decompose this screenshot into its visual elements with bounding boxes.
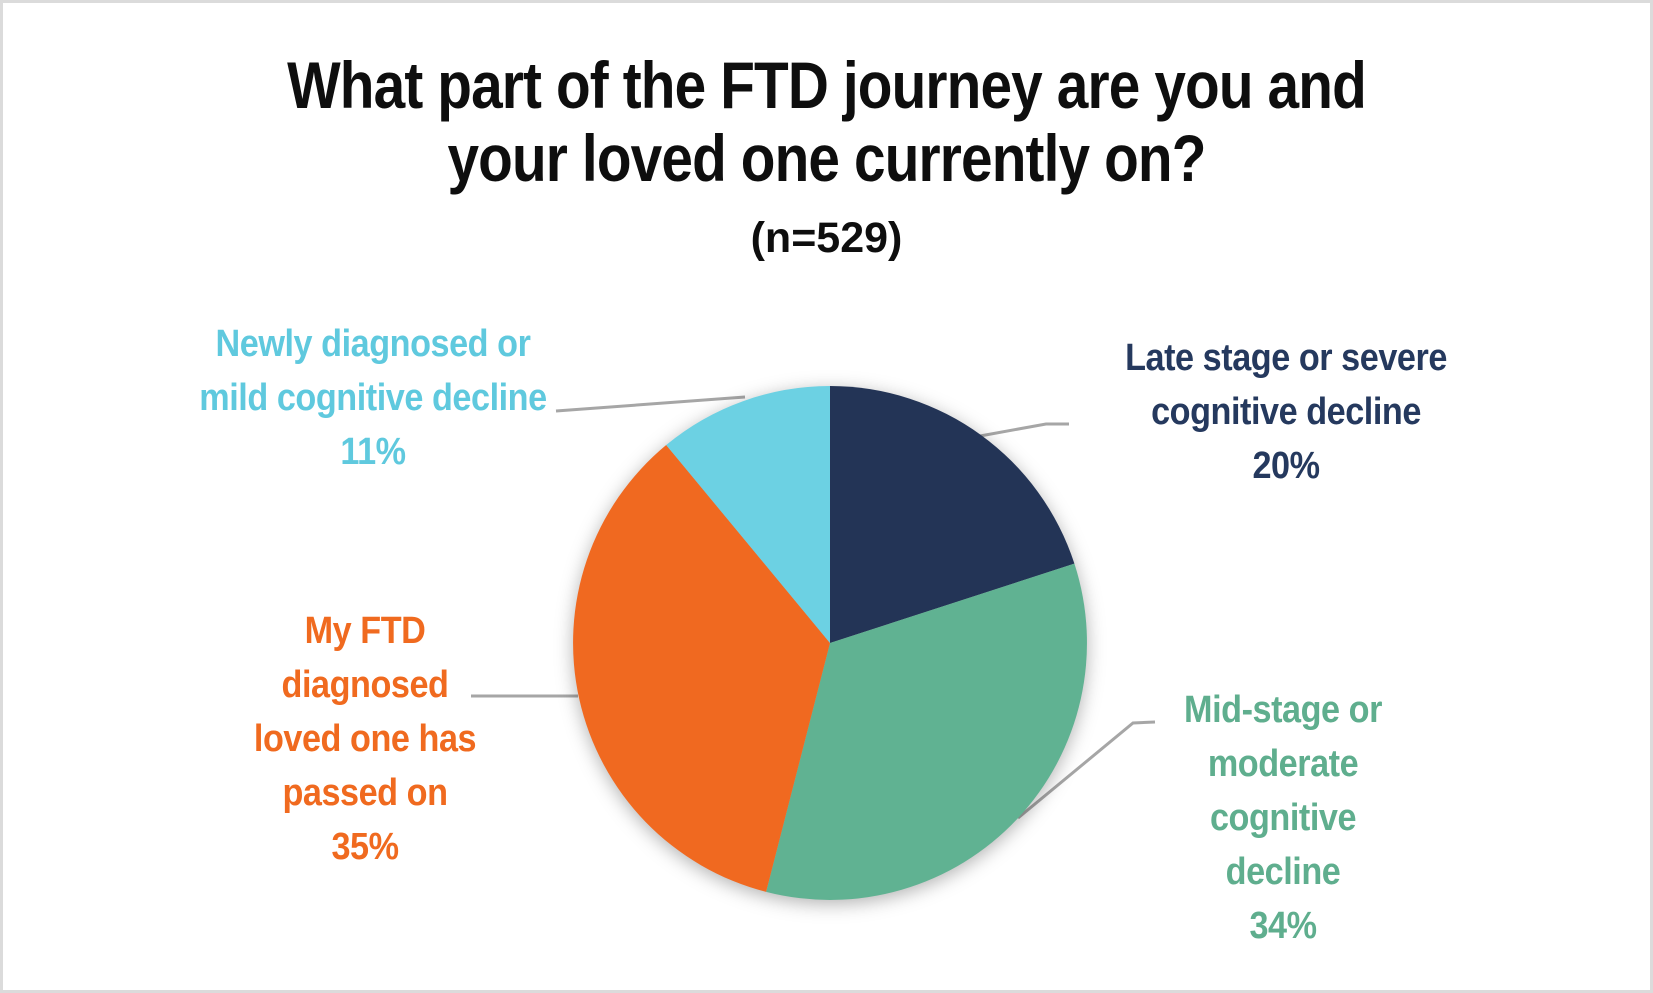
chart-title: What part of the FTD journey are you and…: [3, 49, 1650, 195]
leader-line-mid-stage: [1017, 720, 1156, 820]
pie-slices: [573, 386, 1087, 900]
chart-sample-size: (n=529): [750, 214, 903, 262]
label-passed-on: My FTD diagnosed loved one has passed on…: [253, 610, 477, 868]
label-late-stage: Late stage or severe cognitive decline 2…: [1125, 337, 1447, 487]
leader-lines: [471, 395, 1156, 820]
label-mid-stage: Mid-stage or moderate cognitive decline …: [1184, 689, 1382, 947]
leader-line-newly-diagnosed: [555, 395, 746, 413]
pie-slice-newly-diagnosed: [666, 386, 830, 643]
pie-slice-late-stage: [830, 386, 1075, 643]
pie-chart: [471, 386, 1156, 900]
label-newly-diagnosed: Newly diagnosed or mild cognitive declin…: [199, 323, 547, 473]
chart-title-line1: What part of the FTD journey are you and: [287, 48, 1367, 122]
pie-slice-mid-stage: [766, 563, 1087, 900]
leader-line-late-stage: [979, 422, 1069, 438]
pie-slice-passed-on: [573, 445, 830, 892]
chart-title-line2: your loved one currently on?: [447, 121, 1206, 195]
